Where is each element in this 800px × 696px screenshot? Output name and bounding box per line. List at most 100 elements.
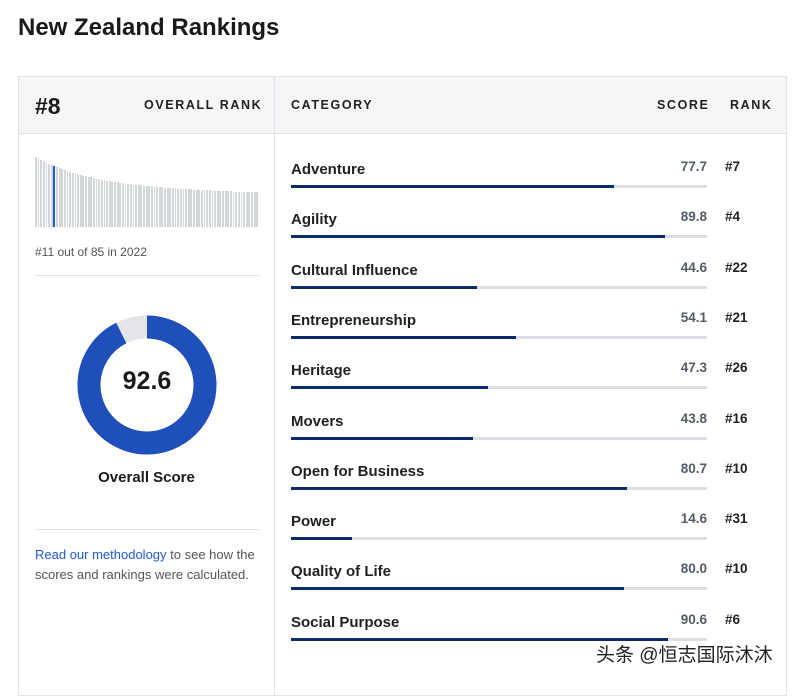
category-score: 89.8: [680, 209, 707, 225]
country-bar: [140, 185, 143, 227]
category-rank: #7: [725, 159, 741, 174]
rank-distribution-chart: [35, 157, 259, 227]
country-bar: [156, 186, 159, 227]
country-bar: [79, 174, 82, 227]
country-bar: [77, 174, 79, 227]
country-bar: [124, 183, 127, 227]
country-bar: [256, 192, 259, 227]
category-name: Power: [291, 513, 337, 531]
score-bar-track: [291, 185, 707, 188]
country-bar: [198, 189, 201, 227]
country-bar: [35, 157, 37, 227]
country-bar: [216, 190, 219, 227]
methodology-note: Read our methodology to see how the scor…: [35, 545, 259, 585]
country-bar: [42, 161, 45, 227]
category-score: 44.6: [680, 259, 707, 275]
overall-rank-label: OVERALL RANK: [144, 98, 263, 112]
score-bar-fill: [291, 436, 474, 440]
category-name: Social Purpose: [291, 613, 400, 631]
country-bar: [161, 187, 164, 227]
country-bar: [121, 183, 124, 227]
country-bar: [100, 179, 103, 227]
overall-score-value: 92.6: [122, 367, 172, 395]
country-bar: [203, 190, 206, 227]
score-bar-fill: [291, 637, 668, 641]
category-row: Quality of Life 80.0 #10: [291, 555, 761, 605]
score-bar-fill: [291, 285, 477, 289]
category-name: Adventure: [291, 161, 366, 178]
category-row: Social Purpose 90.6 #6: [291, 606, 761, 656]
category-score: 77.7: [680, 159, 707, 174]
category-rank: #6: [725, 611, 741, 627]
country-bar: [98, 179, 101, 227]
category-row: Cultural Influence 44.6 #22: [291, 254, 761, 304]
country-bar: [158, 187, 161, 227]
country-bar: [108, 181, 111, 227]
country-bar: [137, 185, 140, 227]
score-bar-track: [291, 285, 707, 289]
country-bar: [63, 170, 66, 227]
category-name: Quality of Life: [291, 563, 392, 581]
country-bar: [222, 191, 224, 227]
country-bar: [206, 190, 209, 227]
country-bar: [174, 188, 177, 227]
country-bar: [232, 191, 235, 227]
score-bar-fill: [291, 587, 624, 591]
country-bar: [71, 172, 74, 227]
score-bar-fill: [291, 537, 352, 541]
category-rank: #26: [725, 360, 748, 376]
donut-score-arc: [77, 315, 217, 455]
methodology-text: to see how the scores and rankings were …: [35, 547, 255, 582]
country-bar: [58, 168, 61, 227]
country-bar: [111, 181, 114, 227]
score-bar-fill: [291, 335, 517, 339]
country-bar: [69, 171, 72, 227]
country-bar: [132, 184, 135, 227]
country-bar: [45, 162, 48, 227]
overall-score-label: Overall Score: [98, 469, 195, 486]
category-rank: #10: [725, 561, 748, 577]
country-bar: [103, 180, 106, 227]
country-bar: [201, 190, 203, 227]
country-bar: [164, 187, 166, 227]
country-bar: [85, 176, 87, 227]
category-rank: #10: [725, 460, 748, 476]
country-bar: [129, 184, 132, 227]
score-bar-track: [291, 537, 707, 541]
rank-header: RANK: [730, 98, 773, 112]
country-bar: [177, 188, 180, 227]
country-bar: [248, 192, 251, 227]
divider: [35, 275, 259, 276]
score-header: SCORE: [657, 98, 710, 112]
category-name: Agility: [291, 211, 337, 229]
country-bar: [37, 158, 40, 227]
category-rank: #22: [725, 259, 748, 275]
country-bar: [66, 170, 69, 227]
rankings-card: #8 OVERALL RANK CATEGORY SCORE RANK #11 …: [18, 76, 787, 696]
country-bar: [106, 180, 108, 227]
country-bar: [211, 190, 214, 227]
score-bar-fill: [291, 486, 627, 490]
category-row: Adventure 77.7 #7: [291, 153, 761, 203]
country-bar: [237, 191, 240, 227]
country-bar: [53, 166, 56, 227]
divider: [35, 529, 259, 530]
overall-score-donut: [77, 315, 217, 455]
category-rank: #21: [725, 309, 748, 325]
category-rank: #16: [725, 410, 748, 426]
category-row: Heritage 47.3 #26: [291, 354, 761, 404]
country-bar: [243, 191, 246, 227]
score-bar-track: [291, 637, 707, 641]
country-bar: [187, 189, 190, 227]
country-bar: [50, 164, 53, 227]
category-name: Open for Business: [291, 462, 425, 480]
country-bar: [219, 190, 222, 227]
score-bar-track: [291, 587, 707, 591]
country-bar: [251, 192, 253, 227]
methodology-link[interactable]: Read our methodology: [35, 547, 167, 562]
country-bar: [235, 191, 238, 227]
country-bar: [90, 177, 93, 227]
category-score: 80.0: [680, 561, 707, 577]
category-score: 54.1: [680, 309, 707, 325]
category-rank: #4: [725, 209, 741, 225]
